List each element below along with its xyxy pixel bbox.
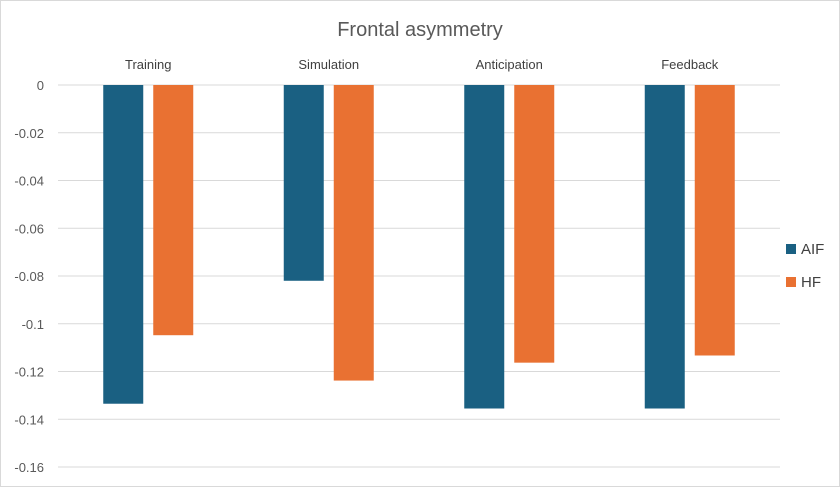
y-tick-label: -0.16 [14, 460, 44, 475]
y-tick-label: -0.14 [14, 412, 44, 427]
legend-label-hf: HF [801, 274, 821, 291]
bar-hf-simulation [333, 85, 374, 381]
y-tick-label: -0.06 [14, 221, 44, 236]
bar-hf-feedback [694, 85, 735, 356]
y-axis-ticks: 0 -0.02 -0.04 -0.06 -0.08 -0.1 -0.12 -0.14 -0.16 [14, 78, 44, 475]
y-tick-label: -0.02 [14, 126, 44, 141]
y-tick-label: -0.08 [14, 269, 44, 284]
y-tick-label: -0.04 [14, 174, 44, 189]
legend-swatch-hf [786, 277, 796, 287]
y-tick-label: -0.12 [14, 365, 44, 380]
y-tick-label: -0.1 [22, 317, 44, 332]
chart-title: Frontal asymmetry [337, 19, 503, 41]
bar-aif-simulation [283, 85, 324, 281]
category-labels: Training Simulation Anticipation Feedback [125, 57, 719, 72]
y-tick-label: 0 [37, 78, 44, 93]
category-label: Anticipation [476, 57, 543, 72]
category-label: Training [125, 57, 171, 72]
category-label: Simulation [298, 57, 359, 72]
legend-swatch-aif [786, 244, 796, 254]
bar-aif-training [103, 85, 144, 404]
legend-label-aif: AIF [801, 241, 824, 258]
legend: AIF HF [786, 241, 824, 291]
bar-aif-feedback [644, 85, 685, 409]
bar-hf-training [153, 85, 194, 336]
category-label: Feedback [661, 57, 719, 72]
bars [103, 85, 735, 409]
bar-hf-anticipation [514, 85, 555, 363]
bar-aif-anticipation [464, 85, 505, 409]
